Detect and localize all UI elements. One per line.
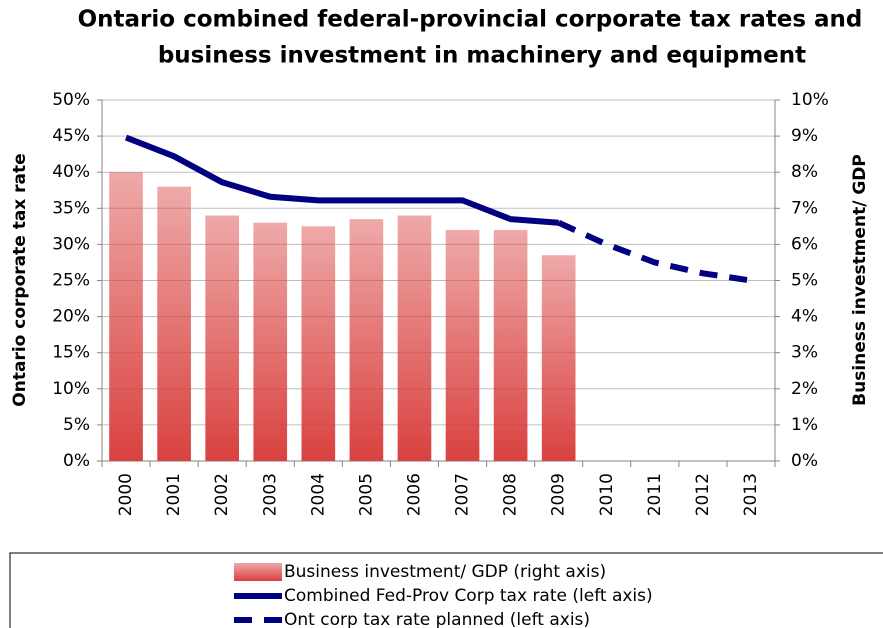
line-series	[124, 134, 559, 226]
y2-tick-label: 6%	[791, 234, 818, 254]
y2-tick-label: 8%	[791, 162, 818, 182]
y-axis-title: Ontario corporate tax rate	[10, 153, 30, 406]
x-tick-label: 2013	[741, 473, 761, 516]
bar	[349, 219, 384, 461]
bar	[205, 215, 240, 461]
y-tick-label: 10%	[52, 379, 90, 399]
bar	[493, 229, 528, 461]
x-tick-label: 2009	[549, 473, 569, 516]
bar	[301, 226, 336, 461]
bar	[445, 229, 480, 461]
bar	[541, 255, 576, 461]
x-tick-label: 2003	[260, 473, 280, 516]
y-tick-label: 40%	[52, 162, 90, 182]
x-tick-label: 2005	[356, 473, 376, 516]
x-tick-label: 2008	[501, 473, 521, 516]
bar	[157, 186, 191, 461]
y-tick-label: 25%	[52, 271, 90, 291]
legend-box	[9, 552, 883, 628]
x-tick-label: 2001	[164, 473, 184, 516]
y2-tick-label: 1%	[791, 415, 818, 435]
legend-label: Business investment/ GDP (right axis)	[284, 562, 606, 582]
chart-title: business investment in machinery and equ…	[158, 43, 806, 69]
y-tick-label: 50%	[52, 90, 90, 110]
chart-title: Ontario combined federal-provincial corp…	[78, 7, 863, 33]
x-tick-label: 2011	[645, 473, 665, 516]
y-tick-label: 35%	[52, 198, 90, 218]
y2-tick-label: 4%	[791, 307, 818, 327]
x-tick-label: 2002	[212, 473, 232, 516]
x-tick-label: 2007	[453, 473, 473, 516]
bar	[109, 172, 143, 461]
bar	[397, 215, 432, 461]
y2-tick-label: 3%	[791, 343, 818, 363]
y-tick-label: 5%	[63, 415, 90, 435]
x-tick-label: 2000	[116, 473, 136, 516]
y2-tick-label: 9%	[791, 126, 818, 146]
y-tick-label: 45%	[52, 126, 90, 146]
y-tick-label: 15%	[52, 343, 90, 363]
y2-tick-label: 7%	[791, 198, 818, 218]
legend-swatch	[234, 563, 282, 581]
line-series	[557, 220, 752, 284]
x-tick-label: 2010	[597, 473, 617, 516]
y-tick-label: 0%	[63, 451, 90, 471]
y-tick-label: 20%	[52, 307, 90, 327]
y2-tick-label: 2%	[791, 379, 818, 399]
y2-tick-label: 0%	[791, 451, 818, 471]
bar	[253, 222, 288, 461]
y-tick-label: 30%	[52, 234, 90, 254]
legend-label: Ont corp tax rate planned (left axis)	[284, 610, 590, 628]
y2-axis-title: Business investment/ GDP	[850, 154, 870, 406]
x-tick-label: 2012	[693, 473, 713, 516]
y2-tick-label: 5%	[791, 271, 818, 291]
x-tick-label: 2006	[404, 473, 424, 516]
x-tick-label: 2004	[308, 473, 328, 516]
legend-label: Combined Fed-Prov Corp tax rate (left ax…	[284, 586, 653, 606]
y2-tick-label: 10%	[791, 90, 829, 110]
